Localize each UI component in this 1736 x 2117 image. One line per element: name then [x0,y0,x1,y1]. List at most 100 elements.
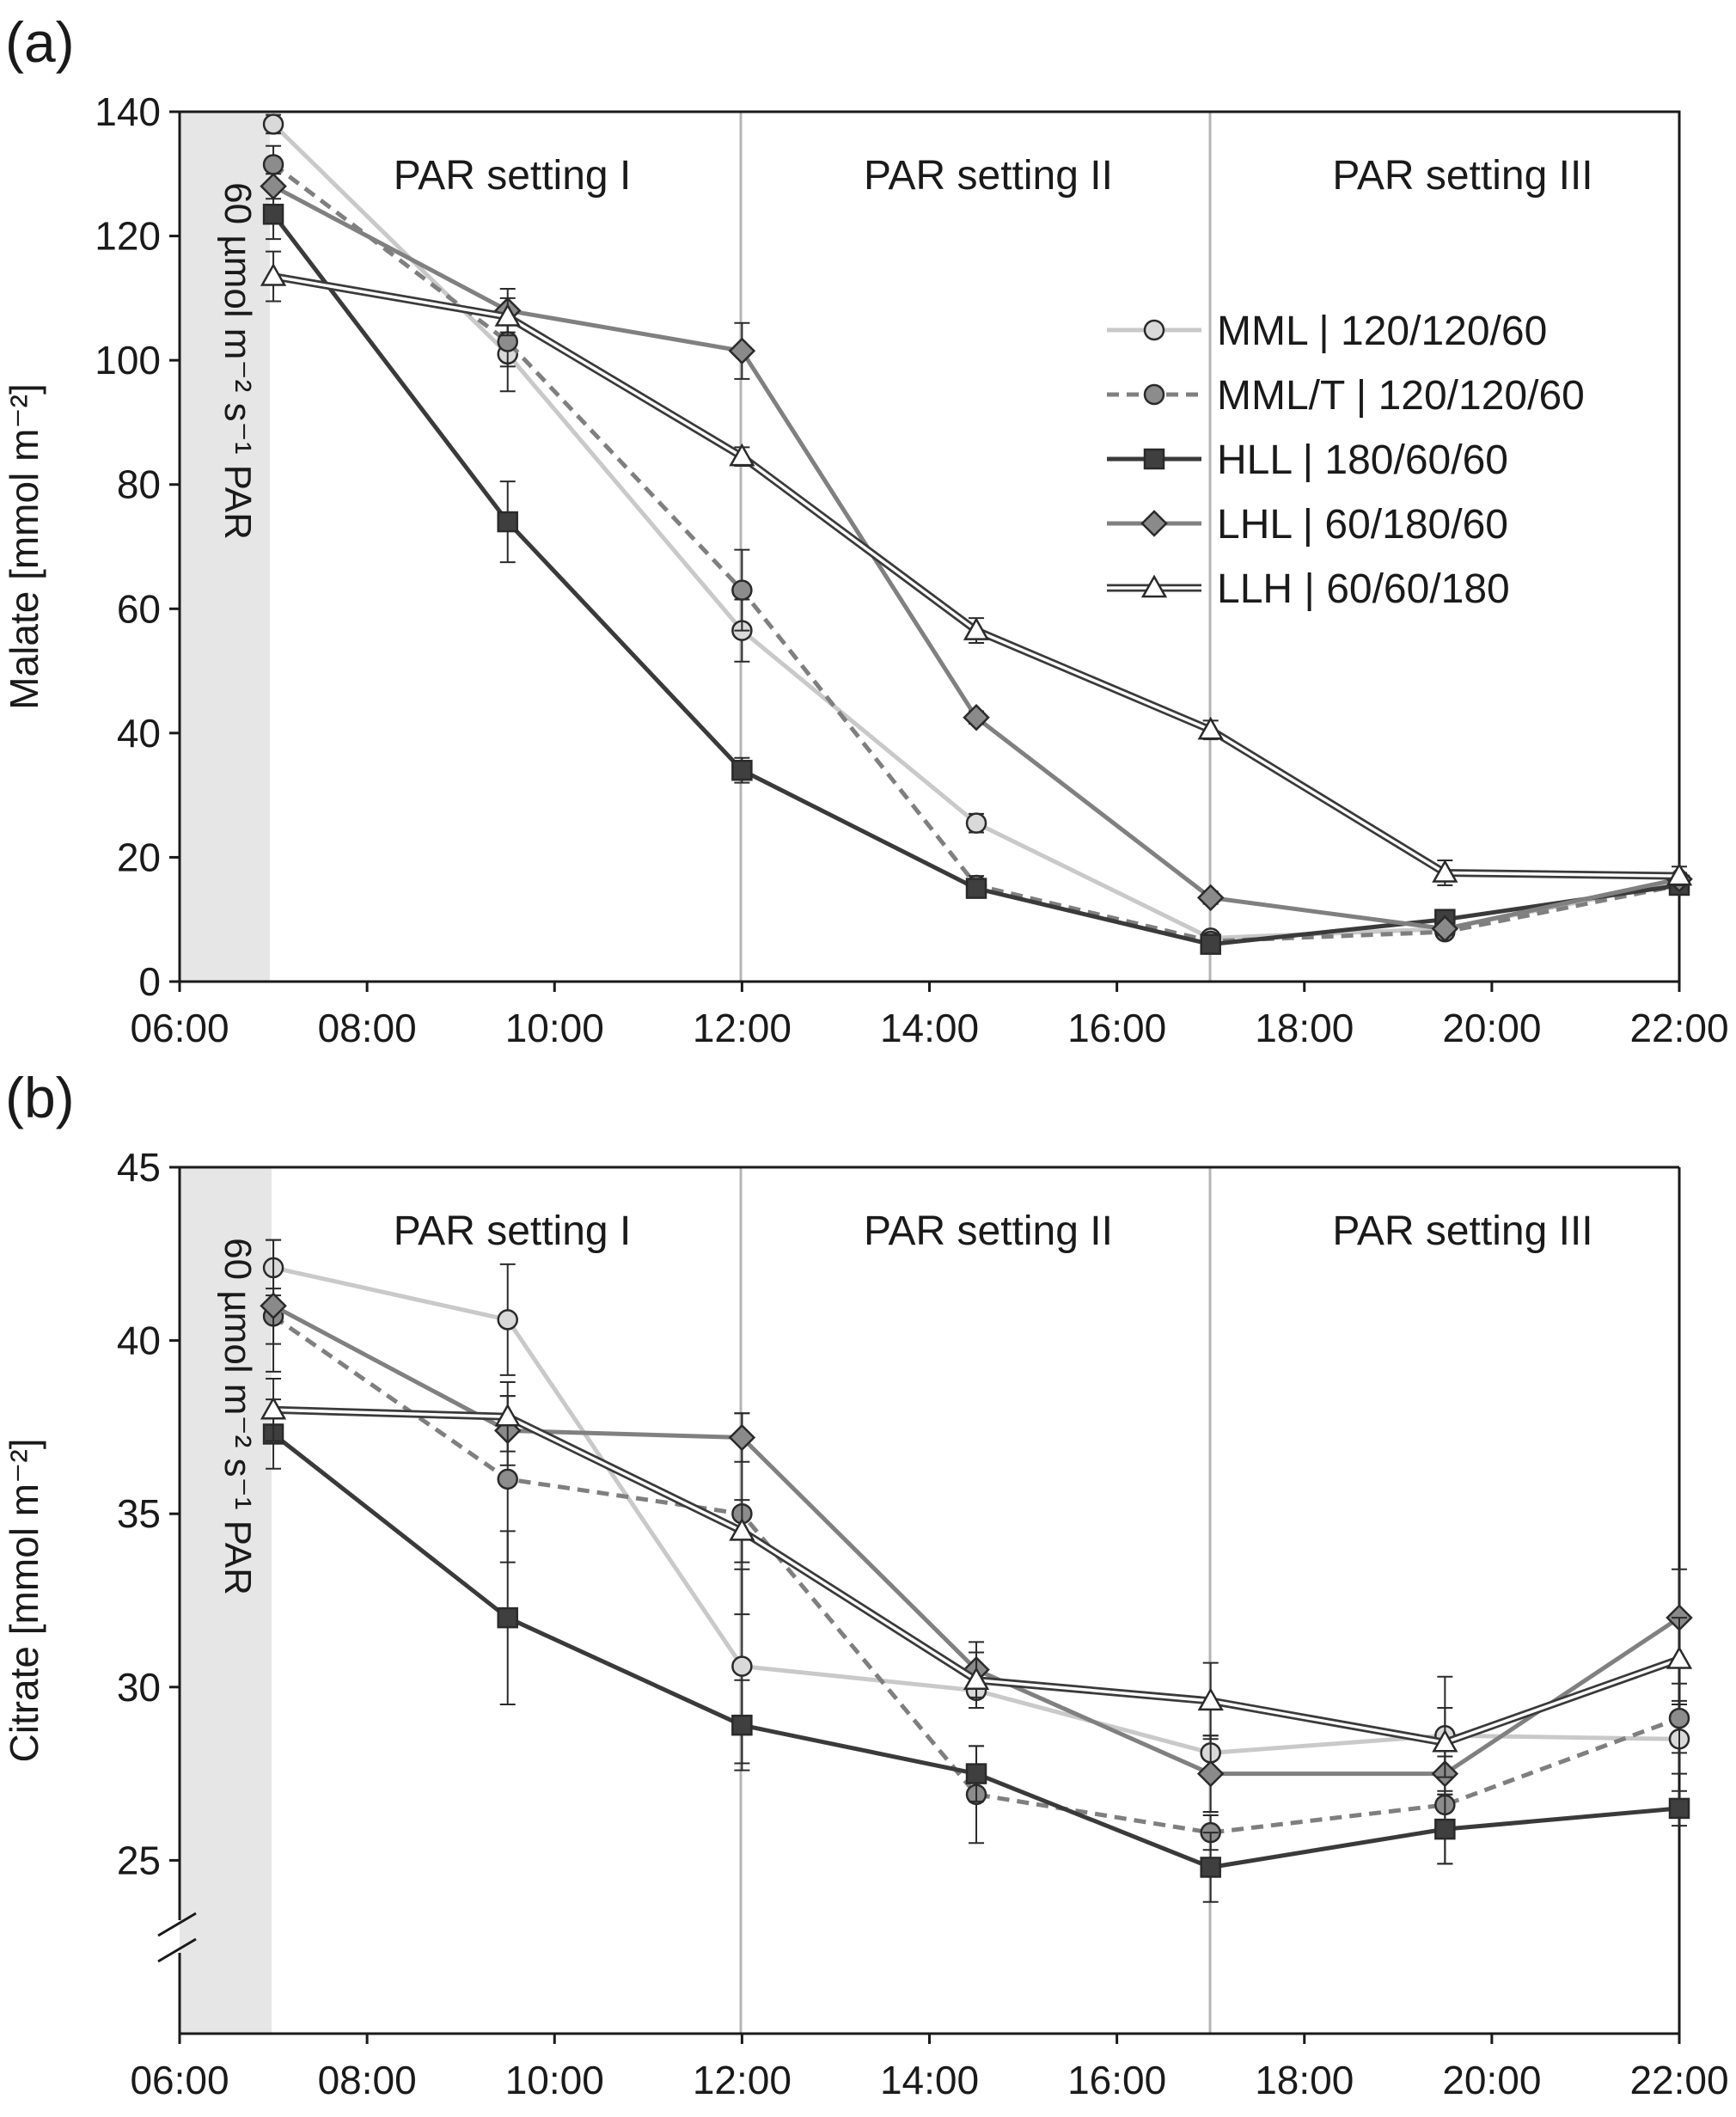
x-tick-label: 20:00 [1442,2058,1541,2102]
axis-ticks: 0 20 40 60 80 100 120 140 06:00 08:00 10:00 12:00 14… [95,89,1728,1050]
x-tick-label: 14:00 [880,2058,979,2102]
x-tick-label: 22:00 [1629,1006,1728,1050]
y-tick-label: 20 [117,835,161,879]
y-axis-label: Malate [mmol m⁻²] [2,383,46,710]
data-point-hll [262,204,284,225]
data-point-lhl [260,172,287,200]
data-point-llh [1197,716,1224,740]
legend-label-llh: LLH | 60/60/180 [1217,566,1510,612]
legend: MML | 120/120/60 MML/T | 120/120/60 HLL | … [1107,309,1585,612]
series-layer [260,113,1693,955]
x-tick-label: 22:00 [1629,2058,1728,2102]
data-point-hll [1200,933,1221,955]
data-point-llh [494,1403,521,1427]
data-point-hll [1668,1797,1690,1820]
legend-marker-mml [1143,319,1165,341]
data-point-mml-t [262,154,284,175]
x-tick-label: 12:00 [693,2058,792,2102]
data-point-lhl [260,1292,287,1320]
data-point-hll [1434,1818,1456,1840]
y-tick-label: 120 [95,214,161,259]
data-point-lhl [963,704,990,731]
x-tick-label: 16:00 [1067,1006,1166,1050]
panel-label: (b) [5,1066,75,1129]
data-point-llh [494,303,521,327]
data-point-lhl [1431,915,1459,943]
legend-label-lhl: LHL | 60/180/60 [1217,502,1508,548]
legend-item-mml: MML | 120/120/60 [1107,309,1547,354]
legend-marker-hll [1143,448,1165,470]
data-point-llh [1666,862,1693,886]
y-tick-label: 80 [117,462,161,507]
legend-marker-lhl [1140,510,1168,537]
data-point-llh [260,1396,287,1420]
y-tick-label: 60 [117,586,161,631]
data-point-llh [729,443,755,467]
dark-period-shade [180,1167,272,2034]
x-tick-label: 18:00 [1255,2058,1354,2102]
legend-item-lhl: LHL | 60/180/60 [1107,502,1508,548]
legend-marker-mml-t [1143,383,1165,406]
legend-item-llh: LLH | 60/60/180 [1107,566,1510,612]
series-layer [260,1239,1693,1903]
x-tick-label: 16:00 [1067,2058,1166,2102]
axis-break-mark [157,1912,197,1963]
phase-label-3: PAR setting III [1332,1208,1592,1254]
y-tick-label: 45 [117,1145,161,1190]
x-tick-label: 14:00 [880,1006,979,1050]
y-tick-label: 35 [117,1491,161,1536]
x-tick-label: 06:00 [130,1006,229,1050]
data-point-lhl [728,337,756,365]
data-point-mml [731,1655,753,1677]
data-point-llh [260,263,287,286]
y-tick-label: 100 [95,338,161,382]
data-point-llh [963,617,990,640]
phase-label-1: PAR setting I [394,1208,632,1254]
data-point-llh [963,1667,990,1690]
data-point-mml [262,113,284,135]
axis-ticks: 25 30 35 40 45 06:00 08:00 10:00 12:00 14:00 16:00… [117,1145,1729,2102]
x-tick-label: 08:00 [318,2058,417,2102]
panel-label: (a) [5,10,75,74]
phase-label-1: PAR setting I [394,153,632,199]
x-tick-label: 12:00 [693,1006,792,1050]
y-tick-label: 0 [138,959,161,1004]
legend-marker-llh [1140,574,1168,598]
x-tick-label: 08:00 [318,1006,417,1050]
data-point-mml [497,1309,518,1331]
data-point-hll [731,759,753,781]
data-point-lhl [1196,884,1225,912]
data-point-hll [497,1606,518,1629]
y-axis-label: Citrate [mmol m⁻²] [2,1439,46,1763]
y-tick-label: 140 [95,89,161,134]
legend-item-mml-t: MML/T | 120/120/60 [1107,373,1585,419]
phase-label-2: PAR setting II [864,1208,1113,1254]
data-point-llh [729,1517,755,1541]
data-point-hll [731,1714,753,1736]
legend-label-hll: HLL | 180/60/60 [1217,437,1508,483]
phase-label-2: PAR setting II [864,153,1113,199]
y-tick-label: 40 [117,711,161,756]
legend-label-mml-t: MML/T | 120/120/60 [1217,373,1585,419]
data-point-hll [965,878,987,899]
data-point-lhl [1196,1759,1225,1788]
legend-item-hll: HLL | 180/60/60 [1107,437,1508,483]
data-point-llh [1197,1687,1224,1711]
x-tick-label: 20:00 [1442,1006,1541,1050]
dark-period-shade [180,112,270,982]
data-point-mml-t [1668,1707,1690,1729]
dark-period-label: 60 µmol m⁻² s⁻¹ PAR [217,1238,259,1595]
data-point-llh [1666,1646,1693,1669]
panel-b: (b) Citrate [mmol m⁻²] 60 µmol m⁻² s⁻¹ P… [2,1066,1729,2102]
y-tick-label: 30 [117,1665,161,1710]
x-tick-label: 10:00 [505,1006,604,1050]
data-point-mml-t [731,579,753,601]
x-tick-label: 10:00 [505,2058,604,2102]
y-tick-label: 40 [117,1319,161,1363]
data-point-mml [965,812,987,834]
x-tick-label: 18:00 [1255,1006,1354,1050]
data-point-hll [965,1763,987,1784]
data-point-hll [497,511,518,533]
data-point-lhl [728,1423,756,1452]
